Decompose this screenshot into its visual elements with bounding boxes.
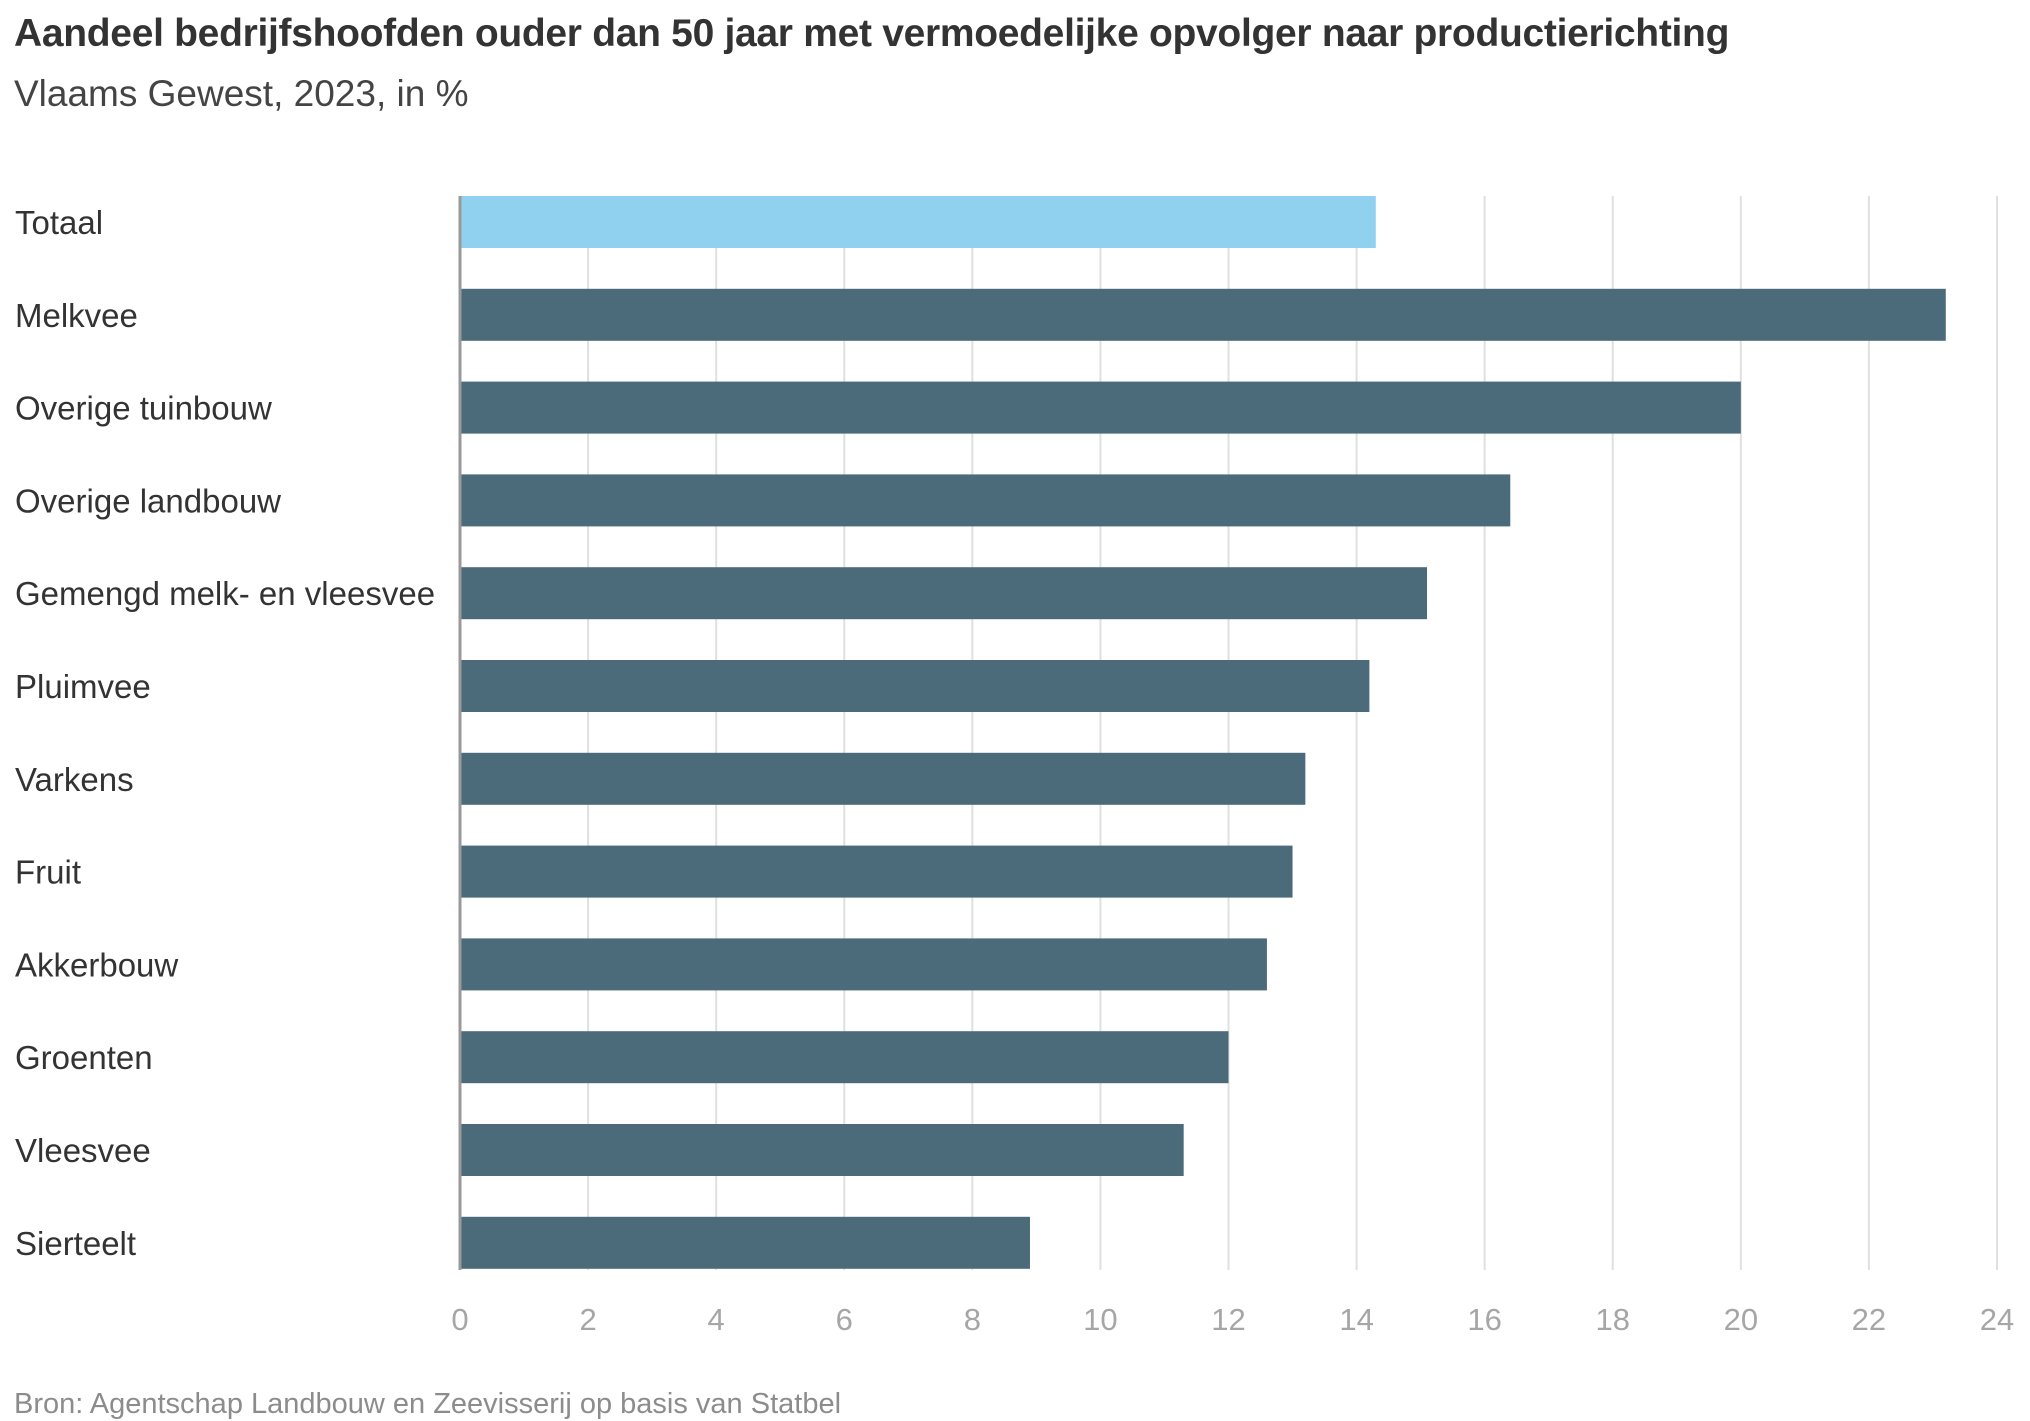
category-label: Totaal	[15, 204, 103, 241]
bar	[460, 1124, 1184, 1176]
bar	[460, 196, 1376, 248]
x-tick-label: 8	[964, 1302, 981, 1337]
bar	[460, 381, 1741, 434]
x-tick-label: 16	[1467, 1302, 1501, 1337]
grid-lines	[587, 196, 1998, 1270]
source-note: Bron: Agentschap Landbouw en Zeevisserij…	[14, 1388, 842, 1420]
category-label: Varkens	[15, 761, 134, 798]
category-label: Groenten	[15, 1039, 153, 1076]
x-tick-label: 10	[1083, 1302, 1117, 1337]
chart-title: Aandeel bedrijfshoofden ouder dan 50 jaa…	[14, 12, 1730, 55]
x-tick-label: 22	[1852, 1302, 1886, 1337]
category-label: Melkvee	[15, 297, 138, 334]
bar	[460, 938, 1267, 991]
bar	[460, 288, 1946, 341]
category-label: Overige landbouw	[15, 482, 281, 519]
chart-subtitle: Vlaams Gewest, 2023, in %	[14, 73, 469, 114]
category-label: Akkerbouw	[15, 946, 178, 983]
x-tick-label: 6	[836, 1302, 853, 1337]
category-label: Overige tuinbouw	[15, 390, 272, 427]
bar	[460, 660, 1370, 712]
bar	[460, 1031, 1229, 1084]
category-label: Pluimvee	[15, 668, 151, 705]
bar	[460, 1216, 1030, 1269]
bar	[460, 567, 1428, 620]
x-tick-label: 0	[451, 1302, 468, 1337]
bar	[460, 752, 1306, 805]
category-label: Gemengd melk- en vleesvee	[15, 575, 435, 612]
category-label: Fruit	[15, 854, 81, 891]
x-tick-label: 24	[1980, 1302, 2014, 1337]
bar	[460, 474, 1511, 527]
x-axis-ticks: 0 2 4 6 8 10 12 14 16 18 20 22 24	[451, 1302, 2014, 1337]
x-tick-label: 4	[708, 1302, 725, 1337]
category-labels: Totaal Melkvee Overige tuinbouw Overige lan…	[15, 204, 435, 1262]
x-tick-label: 18	[1596, 1302, 1630, 1337]
x-tick-label: 20	[1724, 1302, 1758, 1337]
x-tick-label: 12	[1211, 1302, 1245, 1337]
x-tick-label: 2	[579, 1302, 596, 1337]
category-label: Sierteelt	[15, 1225, 136, 1262]
x-tick-label: 14	[1339, 1302, 1373, 1337]
bars	[460, 196, 1946, 1269]
category-label: Vleesvee	[15, 1132, 151, 1169]
bar	[460, 845, 1293, 898]
